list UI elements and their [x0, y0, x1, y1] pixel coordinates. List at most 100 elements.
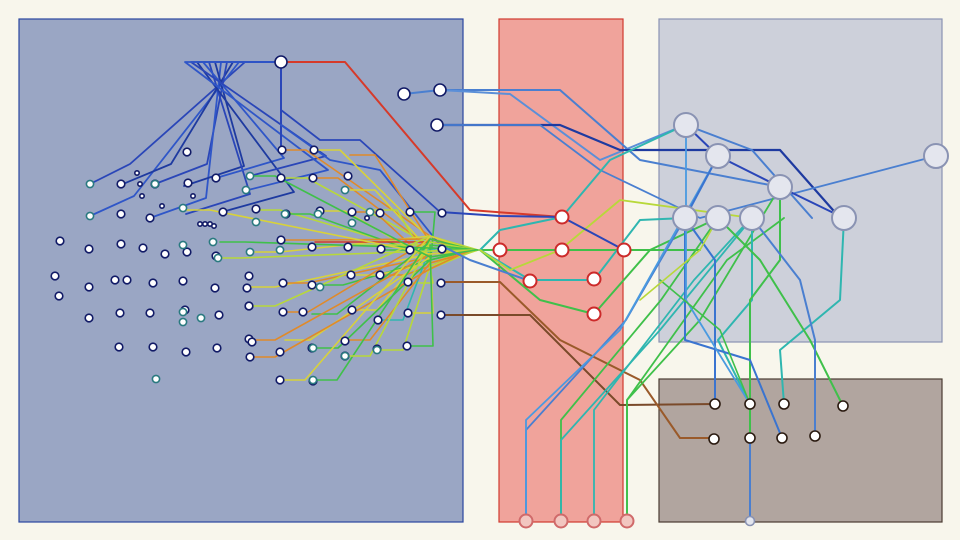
station-node [403, 277, 413, 287]
station-node [430, 118, 444, 132]
station-node [182, 147, 192, 157]
station-node-brown [708, 433, 720, 445]
station-node-teal [85, 211, 95, 221]
station-node [343, 242, 353, 252]
riser-line [593, 217, 752, 521]
station-node [110, 275, 120, 285]
hub-node-large [831, 205, 857, 231]
connection-line [440, 281, 716, 439]
connection-line [685, 124, 845, 219]
station-node-teal [251, 217, 261, 227]
station-node-brown [837, 400, 849, 412]
junction-dot [190, 193, 197, 200]
hub-node-large [923, 143, 949, 169]
station-node [405, 245, 415, 255]
station-node [116, 239, 126, 249]
station-node-teal [85, 179, 95, 189]
station-node [340, 336, 350, 346]
station-node [405, 207, 415, 217]
station-node [244, 271, 254, 281]
interchange-node [554, 209, 570, 225]
station-node-teal [308, 375, 318, 385]
station-node [214, 310, 224, 320]
station-node-teal [372, 345, 382, 355]
station-node-brown [809, 430, 821, 442]
station-node-teal [308, 343, 318, 353]
junction-dot [197, 221, 204, 228]
station-node-teal [365, 207, 375, 217]
station-node-teal [196, 313, 206, 323]
station-node [114, 342, 124, 352]
station-node-teal [315, 282, 325, 292]
station-node [403, 308, 413, 318]
station-node [278, 307, 288, 317]
station-node [402, 341, 412, 351]
junction-dot [211, 223, 218, 230]
station-node [55, 236, 65, 246]
connection-line [560, 217, 753, 521]
fan-line [184, 61, 329, 191]
station-node [145, 213, 155, 223]
station-node [84, 282, 94, 292]
region-right-bottom [658, 378, 943, 523]
terminal-node [553, 513, 569, 529]
terminal-node [619, 513, 635, 529]
connection-line [440, 314, 716, 406]
station-node-teal [245, 171, 255, 181]
station-node [437, 208, 447, 218]
connection-line [439, 244, 531, 282]
station-node [307, 280, 317, 290]
station-node-teal [241, 185, 251, 195]
terminal-node [586, 513, 602, 529]
station-node [122, 275, 132, 285]
interchange-node [616, 242, 632, 258]
station-node [347, 305, 357, 315]
interchange-node [586, 306, 602, 322]
hub-node-large [672, 205, 698, 231]
station-node [436, 278, 446, 288]
station-node [309, 145, 319, 155]
station-node-teal [340, 351, 350, 361]
station-node-brown [709, 398, 721, 410]
bundle-line [407, 244, 479, 347]
station-node [50, 271, 60, 281]
station-node-brown [776, 432, 788, 444]
interchange-node [586, 271, 602, 287]
station-node [376, 244, 386, 254]
junction-dot [134, 170, 141, 177]
hub-node-large [705, 205, 731, 231]
station-node [343, 171, 353, 181]
station-node-teal [340, 185, 350, 195]
terminal-node [518, 513, 534, 529]
station-node [373, 315, 383, 325]
hub-node-large [705, 143, 731, 169]
station-node [276, 235, 286, 245]
station-node [115, 308, 125, 318]
connection-line [439, 89, 686, 161]
station-node [145, 308, 155, 318]
station-node-teal [245, 247, 255, 257]
station-node-teal [178, 317, 188, 327]
connection-lines [89, 61, 937, 521]
station-node [275, 347, 285, 357]
station-node [244, 301, 254, 311]
diagram-nodes [50, 55, 949, 529]
station-node [148, 342, 158, 352]
junction-dot [137, 181, 144, 188]
station-node [277, 145, 287, 155]
hub-node [274, 55, 288, 69]
junction-dot [139, 193, 146, 200]
station-node-teal [178, 203, 188, 213]
station-node [245, 352, 255, 362]
junction-dot [363, 215, 370, 222]
station-node-teal [213, 253, 223, 263]
station-node-teal [178, 240, 188, 250]
station-node [54, 291, 64, 301]
station-node-teal [151, 374, 161, 384]
connection-line [684, 155, 719, 405]
station-node [347, 207, 357, 217]
station-node [183, 178, 193, 188]
connection-line [626, 186, 781, 521]
junction-dot [202, 221, 209, 228]
connection-line [685, 124, 813, 219]
